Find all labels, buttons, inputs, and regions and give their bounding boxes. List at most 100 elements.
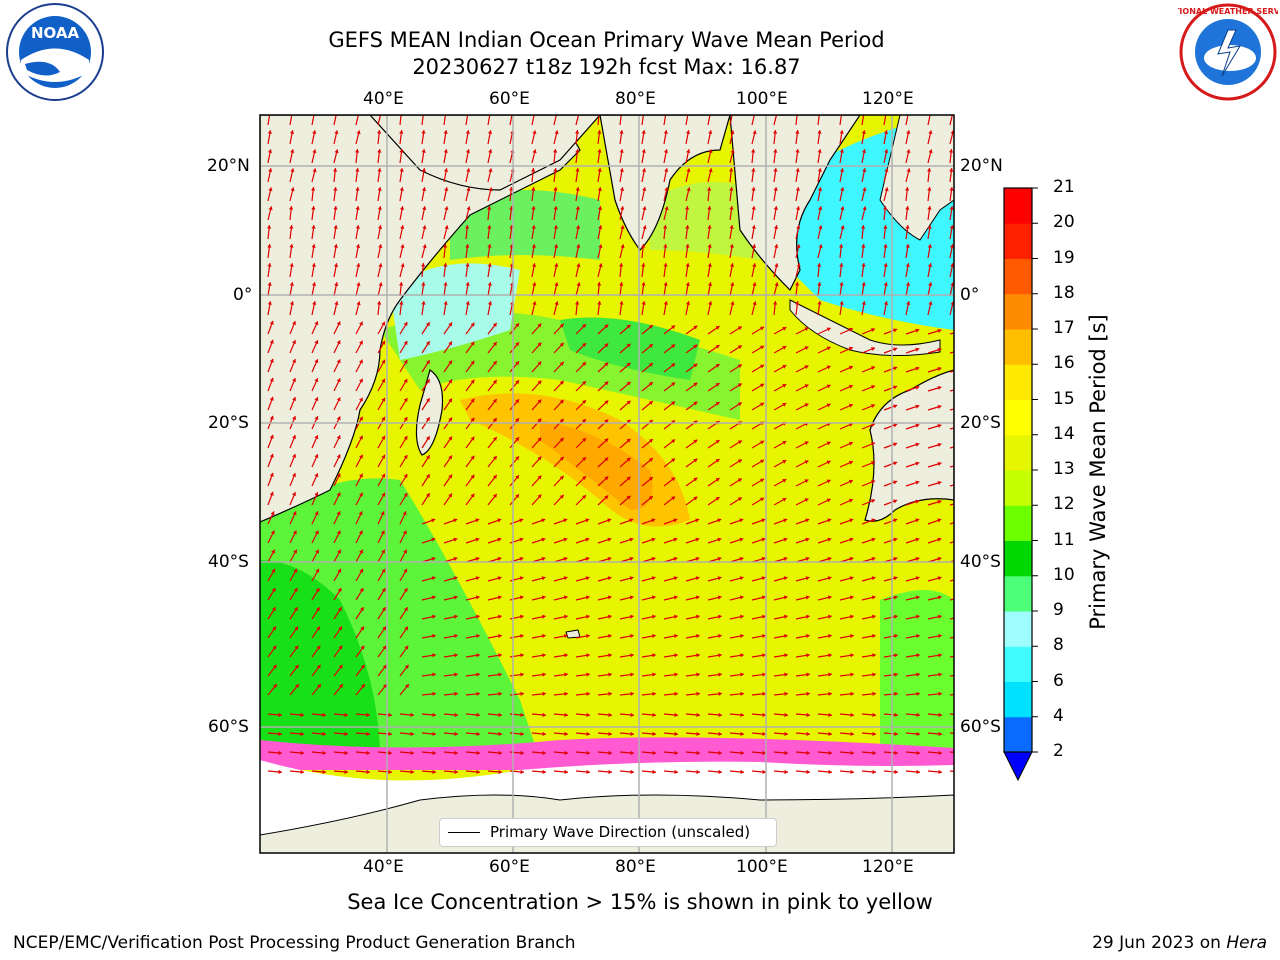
wave-direction-arrowhead — [531, 225, 536, 229]
wave-direction-arrowhead — [773, 187, 778, 191]
wave-direction-arrowhead — [380, 530, 385, 535]
wave-direction-arrowhead — [937, 499, 942, 505]
wave-direction-arrowhead — [664, 206, 669, 211]
wave-direction-arrowhead — [608, 769, 612, 775]
wave-direction-arrowhead — [752, 130, 757, 135]
wave-direction-arrowhead — [949, 206, 954, 210]
wave-direction-arrowhead — [848, 441, 853, 446]
wave-direction-arrowhead — [960, 329, 964, 333]
wave-direction-arrowhead — [915, 423, 920, 428]
wave-direction-arrowhead — [927, 244, 932, 248]
wave-direction-arrowhead — [915, 556, 920, 562]
colorbar-tick-label: 9 — [1053, 600, 1064, 620]
wave-direction-arrowhead — [629, 595, 634, 600]
wave-direction-arrowhead — [604, 495, 609, 500]
wave-direction-arrowhead — [269, 434, 274, 439]
wave-direction-arrowhead — [737, 364, 742, 369]
wave-direction-arrowhead — [849, 576, 854, 581]
wave-direction-arrowhead — [762, 712, 766, 718]
wave-direction-arrowhead — [718, 633, 722, 639]
wave-direction-arrowhead — [470, 379, 475, 384]
wave-direction-arrowhead — [804, 346, 809, 351]
wave-direction-arrowhead — [359, 435, 363, 440]
wave-direction-arrowhead — [651, 556, 656, 562]
wave-direction-arrowhead — [314, 321, 319, 326]
wave-direction-arrow — [421, 115, 424, 126]
wave-direction-arrowhead — [817, 282, 822, 286]
wave-direction-arrowhead — [762, 691, 766, 697]
wave-direction-arrowhead — [475, 595, 480, 600]
wave-direction-arrowhead — [839, 111, 843, 115]
wave-direction-arrowhead — [292, 492, 297, 496]
wave-direction-arrowhead — [492, 494, 497, 498]
wave-direction-arrowhead — [760, 497, 765, 502]
wave-direction-arrowhead — [795, 111, 799, 115]
wave-direction-arrowhead — [421, 282, 426, 286]
wave-direction-arrowhead — [960, 615, 964, 619]
wave-direction-arrowhead — [772, 130, 778, 134]
wave-direction-arrowhead — [542, 672, 546, 677]
wave-direction-arrowhead — [795, 149, 800, 153]
wave-direction-arrowhead — [359, 397, 363, 402]
wave-direction-arrowhead — [492, 380, 497, 384]
wave-direction-arrowhead — [696, 672, 700, 677]
wave-direction-arrowhead — [421, 168, 426, 172]
wave-direction-arrowhead — [648, 382, 653, 386]
wave-direction-arrowhead — [715, 459, 720, 463]
wave-direction-arrowhead — [928, 301, 933, 306]
wave-direction-arrowhead — [338, 645, 343, 650]
wave-direction-arrowhead — [269, 472, 274, 477]
wave-direction-arrowhead — [729, 263, 735, 267]
wave-direction-arrowhead — [959, 538, 963, 542]
wave-direction-arrowhead — [336, 359, 341, 364]
wave-direction-arrowhead — [564, 672, 568, 677]
wave-direction-arrowhead — [465, 263, 470, 267]
wave-direction-arrowhead — [871, 556, 876, 562]
wave-direction-arrowhead — [443, 301, 448, 305]
wave-direction-arrowhead — [377, 168, 382, 172]
wave-direction-arrowhead — [673, 556, 678, 562]
noaa-logo-text: NOAA — [31, 24, 80, 42]
wave-direction-arrowhead — [388, 731, 392, 737]
wave-direction-arrowhead — [475, 576, 480, 581]
wave-direction-arrowhead — [420, 263, 426, 267]
wave-direction-arrowhead — [740, 712, 744, 718]
wave-direction-arrowhead — [740, 633, 744, 639]
wave-direction-arrowhead — [520, 672, 524, 677]
wave-direction-arrowhead — [470, 322, 475, 327]
wave-direction-arrowhead — [663, 282, 668, 286]
wave-direction-arrowhead — [950, 282, 954, 287]
wave-direction-arrowhead — [336, 321, 341, 326]
wave-direction-arrowhead — [553, 244, 559, 248]
wave-direction-arrowhead — [871, 423, 875, 428]
wave-direction-arrow — [949, 503, 954, 506]
wave-direction-arrowhead — [862, 206, 867, 211]
wave-direction-arrowhead — [641, 263, 646, 267]
wave-direction-arrowhead — [432, 712, 436, 718]
wave-direction-arrowhead — [804, 327, 809, 332]
lon-label-top: 60°E — [489, 89, 530, 109]
wave-direction-arrowhead — [399, 111, 403, 115]
wave-direction-arrowhead — [872, 769, 876, 775]
wave-direction-arrowhead — [604, 438, 609, 443]
wave-direction-arrowhead — [582, 476, 586, 481]
wave-direction-arrowhead — [585, 595, 590, 600]
wave-direction-arrowhead — [454, 672, 458, 677]
wave-direction-arrowhead — [541, 614, 546, 619]
wave-direction-arrowhead — [312, 149, 317, 154]
wave-direction-arrowhead — [388, 712, 392, 718]
wave-direction-arrowhead — [585, 614, 590, 619]
wave-direction-arrowhead — [604, 476, 609, 481]
wave-direction-arrowhead — [937, 442, 942, 448]
wave-direction-arrowhead — [916, 712, 920, 718]
wave-direction-arrowhead — [751, 206, 756, 210]
wave-direction-arrowhead — [848, 479, 853, 484]
wave-direction-arrowhead — [515, 342, 519, 347]
wave-direction-arrowhead — [648, 458, 653, 462]
wave-direction-arrowhead — [541, 576, 546, 581]
wave-direction-arrowhead — [515, 475, 519, 480]
wave-direction-arrowhead — [575, 225, 581, 229]
wave-direction-arrow — [861, 115, 865, 126]
map-frame — [259, 114, 955, 854]
wave-direction-arrowhead — [380, 511, 385, 516]
